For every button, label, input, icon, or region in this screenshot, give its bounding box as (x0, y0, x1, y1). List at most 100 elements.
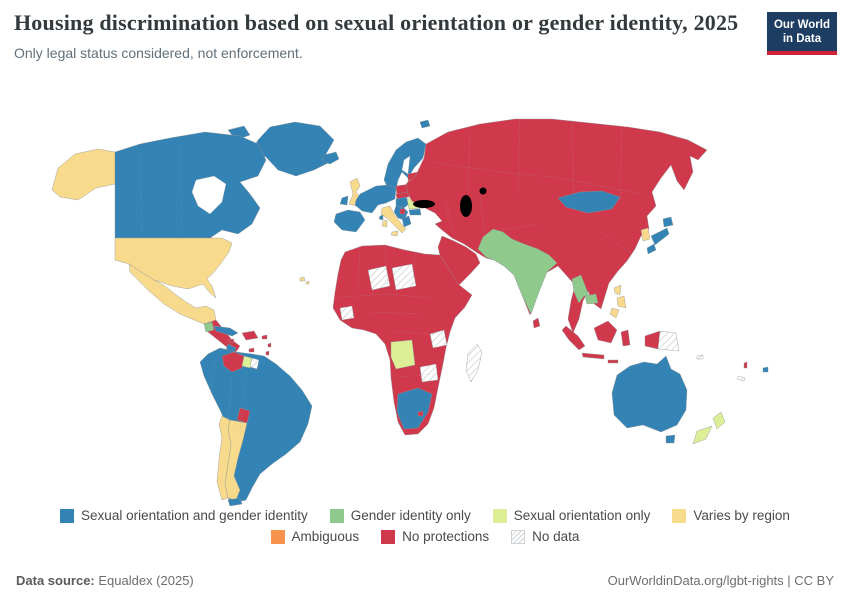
region-philippines[interactable] (609, 284, 627, 319)
legend-label: Varies by region (693, 508, 790, 523)
region-south-africa[interactable] (396, 387, 433, 430)
region-sardinia[interactable] (381, 219, 388, 228)
map-legend: Sexual orientation and gender identity G… (0, 508, 850, 550)
legend-label: Gender identity only (350, 508, 471, 523)
region-madagascar[interactable] (465, 343, 483, 383)
data-source: Data source: Equaldex (2025) (16, 573, 194, 588)
data-source-label: Data source: (16, 573, 95, 588)
legend-swatch-varies (672, 508, 687, 523)
region-vanuatu[interactable] (743, 361, 748, 369)
black-sea (413, 200, 435, 208)
legend-swatch-no-protections (381, 529, 396, 544)
region-cambodia[interactable] (584, 293, 599, 305)
legend-label: No data (532, 529, 580, 544)
region-india-pakistan[interactable] (477, 228, 558, 315)
legend-swatch-so-gi (60, 508, 75, 523)
region-indonesia[interactable] (561, 320, 631, 364)
region-south-korea[interactable] (640, 227, 651, 242)
region-japan[interactable] (646, 216, 674, 255)
region-eurasia[interactable] (405, 118, 708, 334)
region-bulgaria[interactable] (408, 208, 422, 216)
legend-swatch-ambiguous (270, 529, 285, 544)
region-guyana[interactable] (241, 355, 253, 369)
region-alaska[interactable] (51, 148, 116, 201)
legend-item-ambiguous[interactable]: Ambiguous (270, 529, 360, 544)
region-jamaica[interactable] (227, 338, 235, 344)
region-corsica[interactable] (378, 214, 384, 221)
region-suriname[interactable] (249, 357, 260, 370)
region-solomon-islands[interactable] (696, 354, 704, 360)
legend-item-varies[interactable]: Varies by region (672, 508, 790, 523)
region-zimbabwe[interactable] (419, 363, 439, 383)
legend-label: No protections (402, 529, 490, 544)
world-map (0, 102, 850, 506)
legend-row-2: Ambiguous No protections No data (0, 529, 850, 544)
region-new-zealand[interactable] (692, 411, 726, 445)
legend-row-1: Sexual orientation and gender identity G… (0, 508, 850, 523)
region-cuba[interactable] (213, 325, 239, 337)
region-lesotho[interactable] (417, 410, 424, 417)
region-austria-hungary[interactable] (395, 196, 411, 209)
region-africa[interactable] (332, 244, 473, 436)
owid-logo[interactable]: Our World in Data (766, 12, 837, 55)
region-italy[interactable] (380, 205, 407, 234)
hudson-bay-sea (191, 175, 227, 215)
attribution-link[interactable]: OurWorldinData.org/lgbt-rights | CC BY (607, 573, 834, 588)
region-niger[interactable] (391, 263, 417, 291)
chart-subtitle: Only legal status considered, not enforc… (14, 44, 303, 61)
region-zambia[interactable] (429, 329, 448, 349)
chart-header: Housing discrimination based on sexual o… (14, 10, 764, 61)
region-canada[interactable] (114, 131, 267, 239)
data-source-value: Equaldex (2025) (94, 573, 194, 588)
owid-logo-line1: Our World (773, 19, 830, 31)
region-sri-lanka[interactable] (532, 317, 541, 329)
legend-item-so-gi[interactable]: Sexual orientation and gender identity (60, 508, 308, 523)
owid-logo-line2: in Data (782, 33, 822, 46)
region-trinidad[interactable] (248, 347, 255, 353)
region-ireland[interactable] (339, 195, 349, 206)
region-angola[interactable] (390, 339, 416, 370)
aral-sea (479, 187, 487, 195)
legend-item-so-only[interactable]: Sexual orientation only (492, 508, 651, 523)
legend-item-gi-only[interactable]: Gender identity only (329, 508, 471, 523)
region-sicily[interactable] (390, 230, 399, 237)
region-australia[interactable] (611, 355, 688, 433)
world-map-svg (51, 118, 769, 506)
region-tierra-del-fuego[interactable] (227, 497, 243, 506)
legend-item-no-data[interactable]: No data (511, 529, 579, 544)
region-puerto-rico[interactable] (261, 334, 268, 340)
region-chile[interactable] (216, 415, 232, 501)
region-fiji[interactable] (762, 366, 769, 373)
legend-item-no-protections[interactable]: No protections (381, 529, 489, 544)
region-south-america[interactable] (199, 347, 313, 503)
region-mexico[interactable] (128, 263, 217, 325)
caspian-sea (460, 195, 472, 217)
country-borders (139, 119, 641, 433)
region-papua-new-guinea[interactable] (657, 330, 680, 352)
region-balkan-red[interactable] (399, 208, 406, 215)
region-lesser-antilles[interactable] (265, 342, 272, 356)
legend-label: Sexual orientation and gender identity (81, 508, 308, 523)
region-western-europe[interactable] (354, 184, 397, 214)
region-greece[interactable] (401, 215, 412, 228)
region-tasmania[interactable] (665, 434, 676, 444)
region-venezuela[interactable] (221, 351, 245, 373)
legend-swatch-gi-only (329, 508, 344, 523)
region-new-caledonia[interactable] (736, 375, 746, 382)
region-iceland[interactable] (321, 151, 340, 165)
legend-label: Ambiguous (291, 529, 360, 544)
legend-label: Sexual orientation only (513, 508, 651, 523)
region-hawaii[interactable] (299, 276, 310, 285)
region-guinea[interactable] (339, 305, 355, 321)
region-svalbard[interactable] (419, 119, 431, 129)
region-greenland[interactable] (251, 121, 335, 177)
region-hispaniola[interactable] (241, 330, 259, 341)
chart-footer: Data source: Equaldex (2025) OurWorldinD… (16, 573, 834, 588)
legend-swatch-no-data (511, 529, 526, 544)
chart-title: Housing discrimination based on sexual o… (14, 10, 739, 35)
region-guatemala[interactable] (203, 321, 215, 333)
region-mongolia[interactable] (557, 190, 621, 214)
region-new-guinea-west[interactable] (644, 330, 661, 350)
region-iberia[interactable] (333, 209, 366, 233)
region-mali[interactable] (367, 265, 391, 291)
